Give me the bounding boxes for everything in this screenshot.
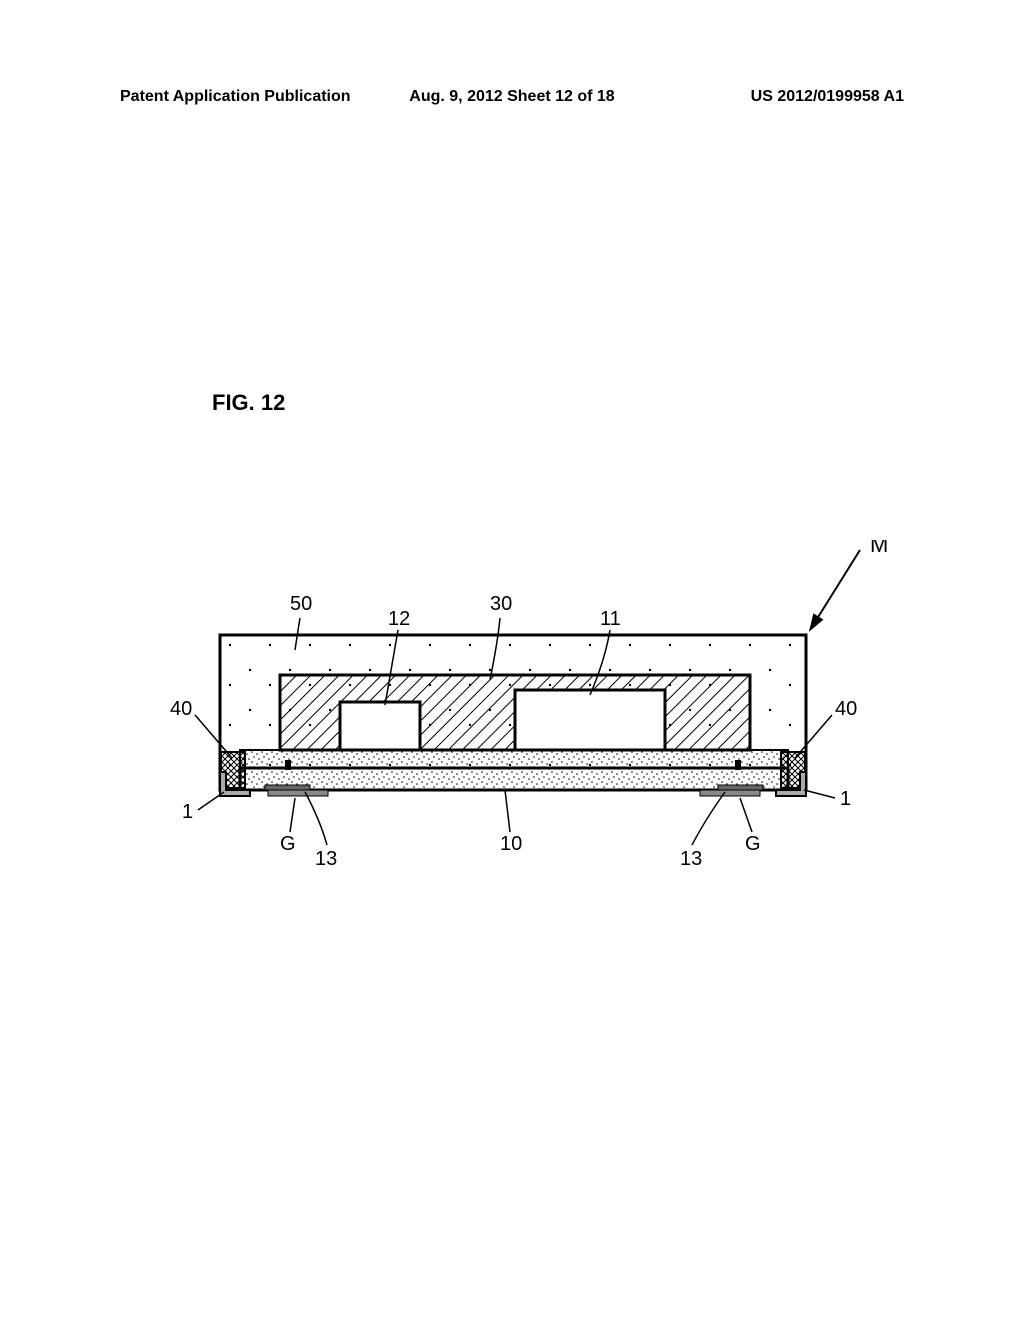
header-publication: Patent Application Publication xyxy=(120,88,381,106)
figure-label: FIG. 12 xyxy=(212,390,285,416)
label-G-right: G xyxy=(745,833,761,855)
label-1-left: 1 xyxy=(182,801,193,823)
label-10: 10 xyxy=(500,833,522,855)
patent-diagram: M 50 12 30 11 40 40 1 1 G 13 10 xyxy=(120,540,904,940)
label-40-left: 40 xyxy=(170,698,192,720)
label-30: 30 xyxy=(490,593,512,615)
label-M: M xyxy=(870,540,888,557)
label-11: 11 xyxy=(600,608,621,630)
label-G-left: G xyxy=(280,833,296,855)
label-13-right: 13 xyxy=(680,848,702,870)
label-50: 50 xyxy=(290,593,312,615)
label-40-right: 40 xyxy=(835,698,857,720)
label-12: 12 xyxy=(388,608,410,630)
header-date-sheet: Aug. 9, 2012 Sheet 12 of 18 xyxy=(381,88,642,106)
header-patent-number: US 2012/0199958 A1 xyxy=(643,88,904,106)
label-13-left: 13 xyxy=(315,848,337,870)
label-1-right: 1 xyxy=(840,788,851,810)
